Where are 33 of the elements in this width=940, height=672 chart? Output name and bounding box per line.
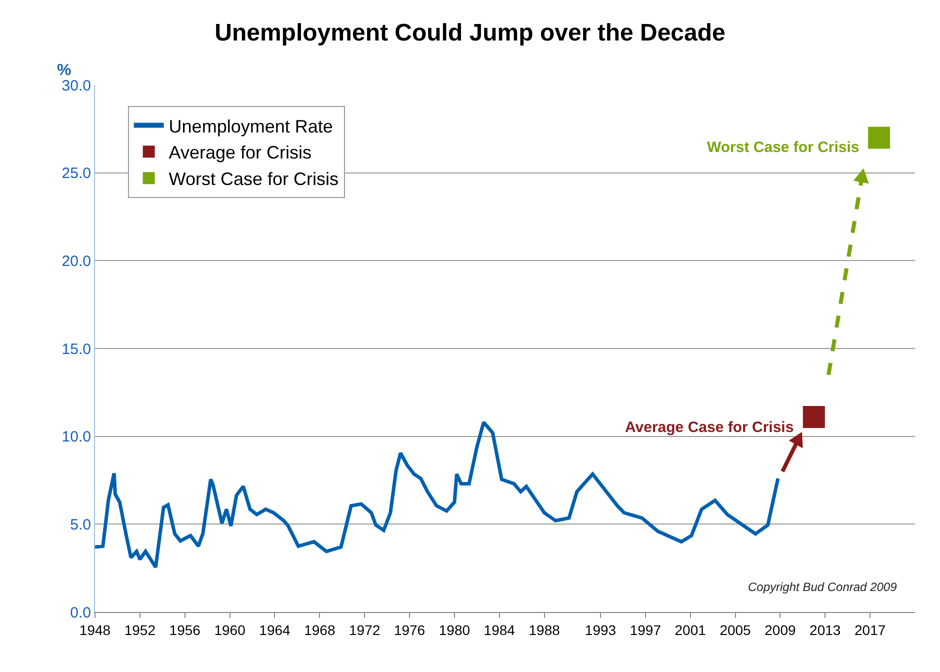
y-tick-label: 20.0: [62, 252, 91, 270]
x-tick-label: 1960: [214, 622, 246, 638]
y-tick-label: 10.0: [62, 428, 91, 446]
x-tick-label: 2005: [720, 622, 752, 638]
chart-title: Unemployment Could Jump over the Decade: [214, 19, 726, 46]
legend-label: Average for Crisis: [168, 142, 312, 163]
x-tick-label: 1956: [169, 622, 201, 638]
legend-label: Unemployment Rate: [168, 116, 333, 136]
x-tick-label: 1976: [394, 622, 426, 638]
x-tick-label: 1948: [79, 622, 111, 638]
x-tick-label: 1968: [304, 622, 336, 638]
x-tick-label: 1984: [484, 622, 516, 638]
x-tick-label: 1980: [438, 622, 470, 638]
x-tick-label: 1993: [584, 622, 616, 638]
x-tick-label: 1997: [630, 622, 662, 638]
x-tick-label: 1972: [349, 622, 380, 638]
y-tick-label: 15.0: [62, 340, 91, 358]
y-tick-label: 0.0: [70, 604, 91, 622]
x-tick-label: 1952: [124, 622, 156, 638]
annotation: Copyright Bud Conrad 2009: [748, 580, 898, 594]
legend-label: Worst Case for Crisis: [168, 169, 339, 190]
annotation: Worst Case for Crisis: [707, 139, 860, 156]
y-tick-label: 30.0: [62, 77, 91, 94]
y-axis-title: %: [57, 62, 72, 79]
x-tick-label: 2017: [854, 622, 886, 638]
annotation: Average Case for Crisis: [625, 419, 794, 436]
x-tick-label: 2013: [810, 622, 841, 638]
x-tick-label: 1988: [528, 622, 560, 638]
x-tick-label: 1964: [259, 622, 291, 638]
y-tick-label: 5.0: [70, 516, 91, 534]
x-tick-label: 2009: [764, 622, 796, 638]
y-tick-label: 25.0: [62, 165, 91, 182]
x-tick-label: 2001: [674, 622, 706, 638]
